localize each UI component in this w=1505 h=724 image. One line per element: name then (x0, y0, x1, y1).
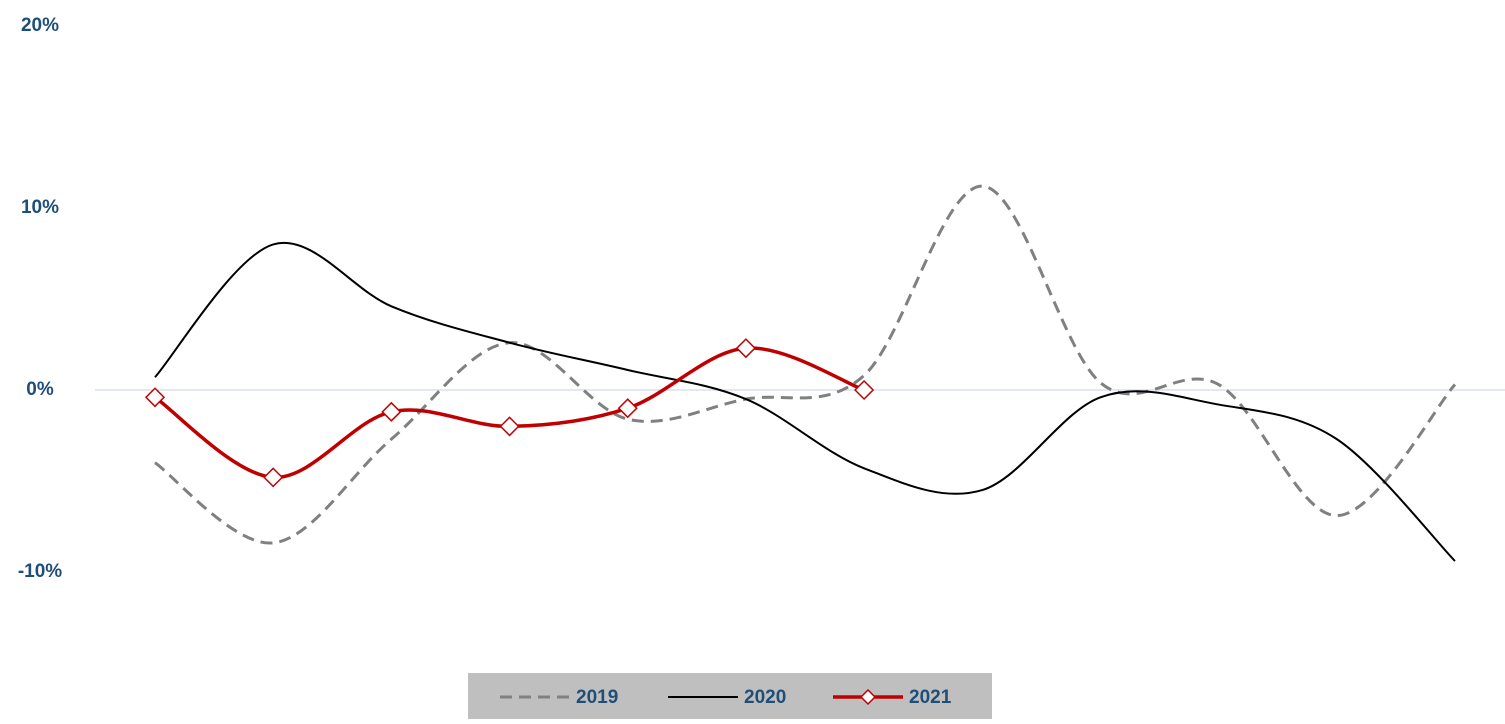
y-tick-label: -10% (18, 561, 62, 582)
marker (263, 467, 284, 488)
legend-label: 2019 (576, 687, 618, 708)
y-tick-label: 20% (21, 15, 59, 36)
series-line (154, 346, 865, 480)
marker (144, 387, 166, 408)
marker (854, 379, 875, 401)
legend-label: 2021 (909, 687, 952, 708)
y-tick-label: 0% (26, 379, 54, 400)
legend-marker (859, 688, 877, 706)
marker (617, 398, 638, 419)
marker (381, 401, 402, 422)
marker (499, 416, 520, 437)
series-line (154, 241, 1456, 562)
series-line (154, 184, 1457, 545)
marker (735, 338, 756, 359)
legend-label: 2020 (744, 687, 786, 708)
y-tick-label: 10% (21, 197, 59, 218)
